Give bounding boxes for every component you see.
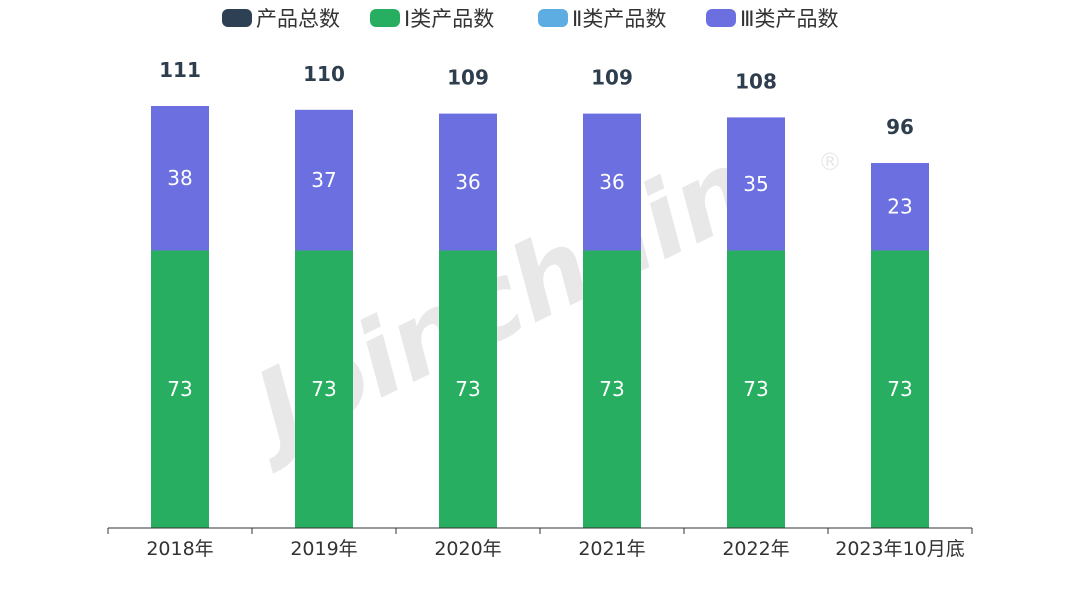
x-tick-label-4: 2021年 <box>578 538 645 560</box>
x-tick-label-5: 2022年 <box>722 538 789 560</box>
bars <box>151 106 929 528</box>
bar-series3-cat3 <box>439 113 497 251</box>
data-label-series1-cat4: 73 <box>599 377 624 401</box>
legend-item-4: Ⅲ类产品数 <box>706 7 838 31</box>
total-label-cat1: 111 <box>159 58 201 82</box>
bar-series1-cat5 <box>727 250 785 528</box>
bar-series1-cat3 <box>439 250 497 528</box>
bar-series3-cat4 <box>583 113 641 251</box>
watermark-registered-mark: ® <box>818 148 842 176</box>
legend: 产品总数 Ⅰ类产品数 Ⅱ类产品数 Ⅲ类产品数 <box>222 7 838 31</box>
data-label-series3-cat2: 37 <box>311 168 336 192</box>
x-tick-label-3: 2020年 <box>434 538 501 560</box>
bar-series3-cat2 <box>295 109 353 251</box>
x-tick-label-2: 2019年 <box>290 538 357 560</box>
legend-item-3-swatch <box>538 9 568 27</box>
x-axis: 2018年 2019年 2020年 2021年 2022年 2023年10月底 <box>107 527 973 560</box>
data-label-series3-cat1: 38 <box>167 166 192 190</box>
legend-item-1: 产品总数 <box>222 7 340 31</box>
total-label-cat2: 110 <box>303 62 345 86</box>
total-label-cat3: 109 <box>447 66 489 90</box>
legend-item-2-label: Ⅰ类产品数 <box>404 7 494 31</box>
data-label-series3-cat6: 23 <box>887 195 912 219</box>
total-label-cat6: 96 <box>886 115 914 139</box>
legend-item-3: Ⅱ类产品数 <box>538 7 666 31</box>
bar-series1-cat2 <box>295 250 353 528</box>
bar-series3-cat6 <box>871 163 929 251</box>
legend-item-2-swatch <box>370 9 400 27</box>
data-label-series3-cat4: 36 <box>599 170 624 194</box>
bar-series3-cat5 <box>727 117 785 251</box>
legend-item-4-swatch <box>706 9 736 27</box>
legend-item-2: Ⅰ类产品数 <box>370 7 494 31</box>
legend-item-4-label: Ⅲ类产品数 <box>740 7 838 31</box>
data-labels: 73 38 111 73 37 110 73 36 109 73 36 109 73 35 108 73 23 9… <box>159 58 914 401</box>
data-label-series1-cat3: 73 <box>455 377 480 401</box>
x-tick-label-1: 2018年 <box>146 538 213 560</box>
data-label-series1-cat6: 73 <box>887 377 912 401</box>
legend-item-1-label: 产品总数 <box>256 7 340 31</box>
data-label-series1-cat1: 73 <box>167 377 192 401</box>
total-label-cat5: 108 <box>735 69 777 93</box>
bar-series1-cat1 <box>151 250 209 528</box>
data-label-series3-cat5: 35 <box>743 172 768 196</box>
data-label-series3-cat3: 36 <box>455 170 480 194</box>
x-tick-label-6: 2023年10月底 <box>835 538 965 560</box>
bar-series1-cat4 <box>583 250 641 528</box>
legend-item-3-label: Ⅱ类产品数 <box>572 7 666 31</box>
data-label-series1-cat5: 73 <box>743 377 768 401</box>
bar-series3-cat1 <box>151 106 209 251</box>
data-label-series1-cat2: 73 <box>311 377 336 401</box>
legend-item-1-swatch <box>222 9 252 27</box>
total-label-cat4: 109 <box>591 66 633 90</box>
bar-series1-cat6 <box>871 250 929 528</box>
